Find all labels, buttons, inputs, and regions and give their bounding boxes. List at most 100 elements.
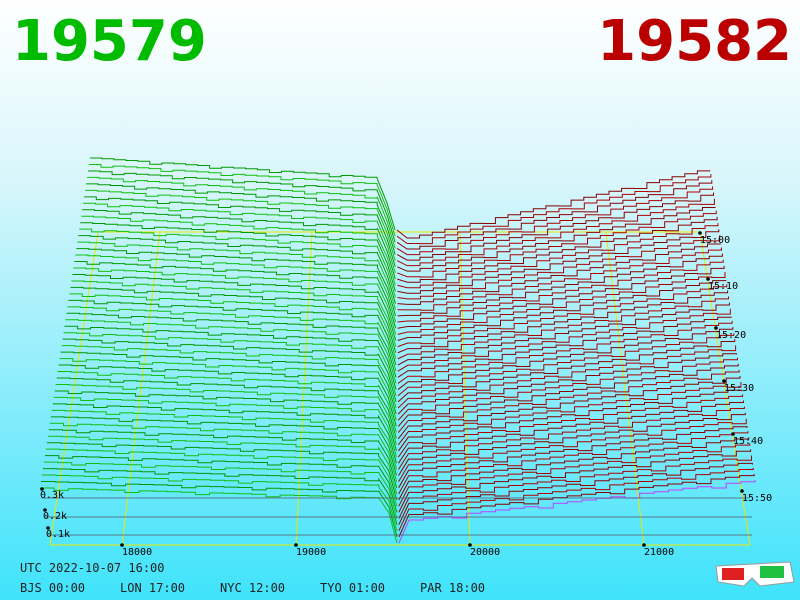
- bid-layer: [61, 345, 397, 409]
- bid-layer: [55, 383, 397, 445]
- ask-layer: [397, 357, 738, 421]
- bid-layer: [85, 189, 396, 261]
- depth-layers: [40, 157, 756, 544]
- bid-layer: [41, 474, 398, 531]
- time-label: 15:20: [716, 330, 746, 341]
- ask-layer: [397, 223, 719, 289]
- time-label: 15:50: [742, 493, 772, 504]
- zone-clock: LON 17:00: [120, 581, 185, 595]
- bid-layer: [57, 371, 397, 433]
- bid-layer: [40, 481, 398, 537]
- volume-label: 0.3k: [40, 490, 64, 501]
- ask-layer: [396, 192, 714, 261]
- bid-layer: [88, 170, 396, 243]
- zone-clock: TYO 01:00: [320, 581, 385, 595]
- bid-layer: [62, 338, 397, 402]
- ask-layer: [398, 400, 744, 464]
- time-label: 15:40: [733, 436, 763, 447]
- bid-layer: [76, 248, 397, 317]
- bid-layer: [81, 215, 396, 286]
- bid-layer: [89, 163, 396, 237]
- tick-dot: [698, 231, 702, 235]
- bid-layer: [90, 157, 396, 231]
- time-label: 15:10: [708, 281, 738, 292]
- utc-clock: UTC 2022-10-07 16:00: [20, 561, 165, 575]
- ask-layer: [397, 259, 724, 323]
- bid-layer: [44, 455, 398, 513]
- ask-layer: [397, 229, 720, 294]
- ask-layer: [396, 170, 711, 239]
- bid-layer: [86, 183, 396, 255]
- bid-layer: [45, 448, 398, 507]
- bid-layer: [67, 306, 397, 372]
- ask-layer: [398, 467, 754, 531]
- ask-layer: [397, 316, 732, 378]
- ask-layer: [397, 272, 726, 335]
- bid-layer: [48, 429, 398, 488]
- bid-layer: [46, 442, 398, 501]
- bid-layer: [80, 222, 396, 292]
- bid-layer: [66, 312, 397, 378]
- ask-layer: [398, 431, 749, 495]
- bid-layer: [70, 286, 397, 353]
- ask-layer: [397, 243, 722, 305]
- ask-layer: [397, 308, 731, 372]
- ask-layer: [396, 180, 713, 250]
- bid-layer: [77, 241, 396, 310]
- bid-layer: [71, 280, 397, 347]
- ask-layer: [397, 216, 718, 283]
- tick-dot: [120, 543, 124, 547]
- ask-layer: [398, 426, 748, 489]
- tick-dot: [43, 508, 47, 512]
- ask-layer: [397, 235, 721, 300]
- bid-layer: [42, 468, 398, 525]
- bid-layer: [51, 409, 398, 470]
- ask-layer: [398, 394, 744, 458]
- ask-layer: [397, 333, 735, 397]
- ask-layer: [397, 363, 739, 427]
- bid-layer: [84, 196, 396, 267]
- bid-layer: [72, 273, 397, 341]
- ask-layer: [397, 280, 727, 341]
- ask-layer: [396, 174, 712, 245]
- ask-layer: [398, 389, 743, 452]
- bid-layer: [54, 390, 397, 452]
- tick-dot: [740, 489, 744, 493]
- ask-layer: [397, 369, 740, 433]
- ask-layer: [398, 473, 755, 538]
- ask-layer: [398, 443, 751, 507]
- ask-layer: [397, 327, 734, 390]
- price-label: 20000: [470, 547, 500, 558]
- ask-layer: [397, 210, 717, 278]
- bid-layer: [69, 293, 397, 360]
- bid-layer: [65, 319, 397, 384]
- bid-layer: [49, 422, 398, 482]
- ask-layer: [397, 353, 737, 415]
- bid-layer: [58, 364, 397, 427]
- ask-layer: [397, 302, 730, 366]
- zone-clock: NYC 12:00: [220, 581, 285, 595]
- bid-layer: [78, 235, 396, 304]
- price-label: 21000: [644, 547, 674, 558]
- ask-layer: [397, 265, 725, 329]
- ask-layer: [398, 418, 747, 482]
- volume-lines: [42, 497, 752, 536]
- bid-layer: [75, 254, 397, 323]
- tick-dot: [722, 379, 726, 383]
- ask-layer: [398, 437, 750, 501]
- ask-layer: [397, 376, 741, 439]
- price-label: 18000: [122, 547, 152, 558]
- bid-layer: [43, 461, 398, 519]
- bid-layer: [47, 435, 398, 495]
- ask-layer: [398, 412, 746, 476]
- bid-layer: [53, 396, 397, 458]
- ask-price: 19582: [597, 9, 792, 74]
- bid-layer: [56, 377, 397, 439]
- glasses-icon: [715, 561, 795, 587]
- ask-layer: [397, 284, 728, 348]
- ask-layer: [398, 406, 745, 470]
- bid-layer: [60, 351, 397, 415]
- time-label: 15:00: [700, 235, 730, 246]
- ask-layer: [397, 207, 716, 272]
- bid-layer: [63, 332, 397, 396]
